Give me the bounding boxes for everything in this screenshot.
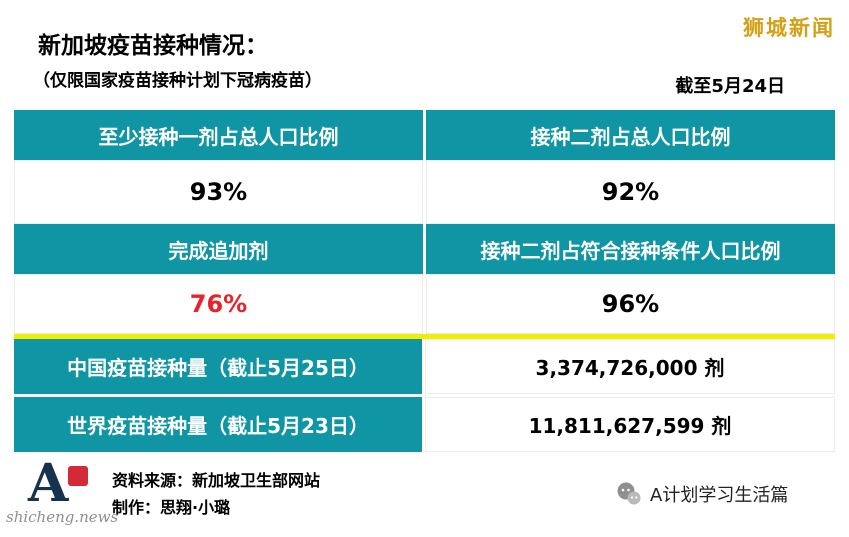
header-cell-eligible: 接种二剂占符合接种条件人口比例 (426, 224, 835, 274)
value-cell-booster: 76% (14, 274, 423, 334)
wechat-icon (617, 482, 641, 505)
header-cell-booster: 完成追加剂 (14, 224, 423, 274)
vaccination-table: 至少接种一剂占总人口比例 接种二剂占总人口比例 93% 92% 完成追加剂 接种… (14, 110, 835, 452)
as-of-date: 截至5月24日 (675, 76, 785, 97)
value-cell-two-dose: 92% (426, 160, 835, 224)
source-line: 资料来源：新加坡卫生部网站 (112, 471, 321, 490)
source-credit-block: 资料来源：新加坡卫生部网站 制作：思翔·小璐 (112, 467, 320, 521)
header-cell-two-dose: 接种二剂占总人口比例 (426, 110, 835, 160)
header-cell-one-dose: 至少接种一剂占总人口比例 (14, 110, 423, 160)
table-value-row-2: 76% 96% (14, 274, 835, 334)
table-row-world: 世界疫苗接种量（截止5月23日） 11,811,627,599 剂 (14, 397, 835, 452)
wechat-account-row: A计划学习生活篇 (616, 481, 788, 507)
value-cell-eligible: 96% (426, 274, 835, 334)
value-cell-one-dose: 93% (14, 160, 423, 224)
publisher-logo: A (28, 458, 108, 528)
site-watermark: shicheng.news (6, 508, 119, 526)
page-title: 新加坡疫苗接种情况： (38, 33, 268, 59)
red-seal-icon (68, 466, 88, 486)
table-value-row-1: 93% 92% (14, 160, 835, 224)
page-subtitle: （仅限国家疫苗接种计划下冠病疫苗） (33, 71, 322, 91)
table-row-china: 中国疫苗接种量（截止5月25日） 3,374,726,000 剂 (14, 339, 835, 394)
label-cell-world-doses: 世界疫苗接种量（截止5月23日） (14, 397, 422, 452)
table-header-row-2: 完成追加剂 接种二剂占符合接种条件人口比例 (14, 224, 835, 274)
yellow-divider (14, 334, 835, 339)
value-cell-world-doses: 11,811,627,599 剂 (425, 397, 835, 452)
label-cell-china-doses: 中国疫苗接种量（截止5月25日） (14, 339, 422, 394)
credit-line: 制作：思翔·小璐 (112, 498, 231, 517)
wechat-account-name: A计划学习生活篇 (650, 485, 789, 506)
value-cell-china-doses: 3,374,726,000 剂 (425, 339, 835, 394)
logo-letter-a: A (28, 453, 69, 514)
brand-logo-text: 狮城新闻 (743, 16, 835, 40)
table-header-row-1: 至少接种一剂占总人口比例 接种二剂占总人口比例 (14, 110, 835, 160)
